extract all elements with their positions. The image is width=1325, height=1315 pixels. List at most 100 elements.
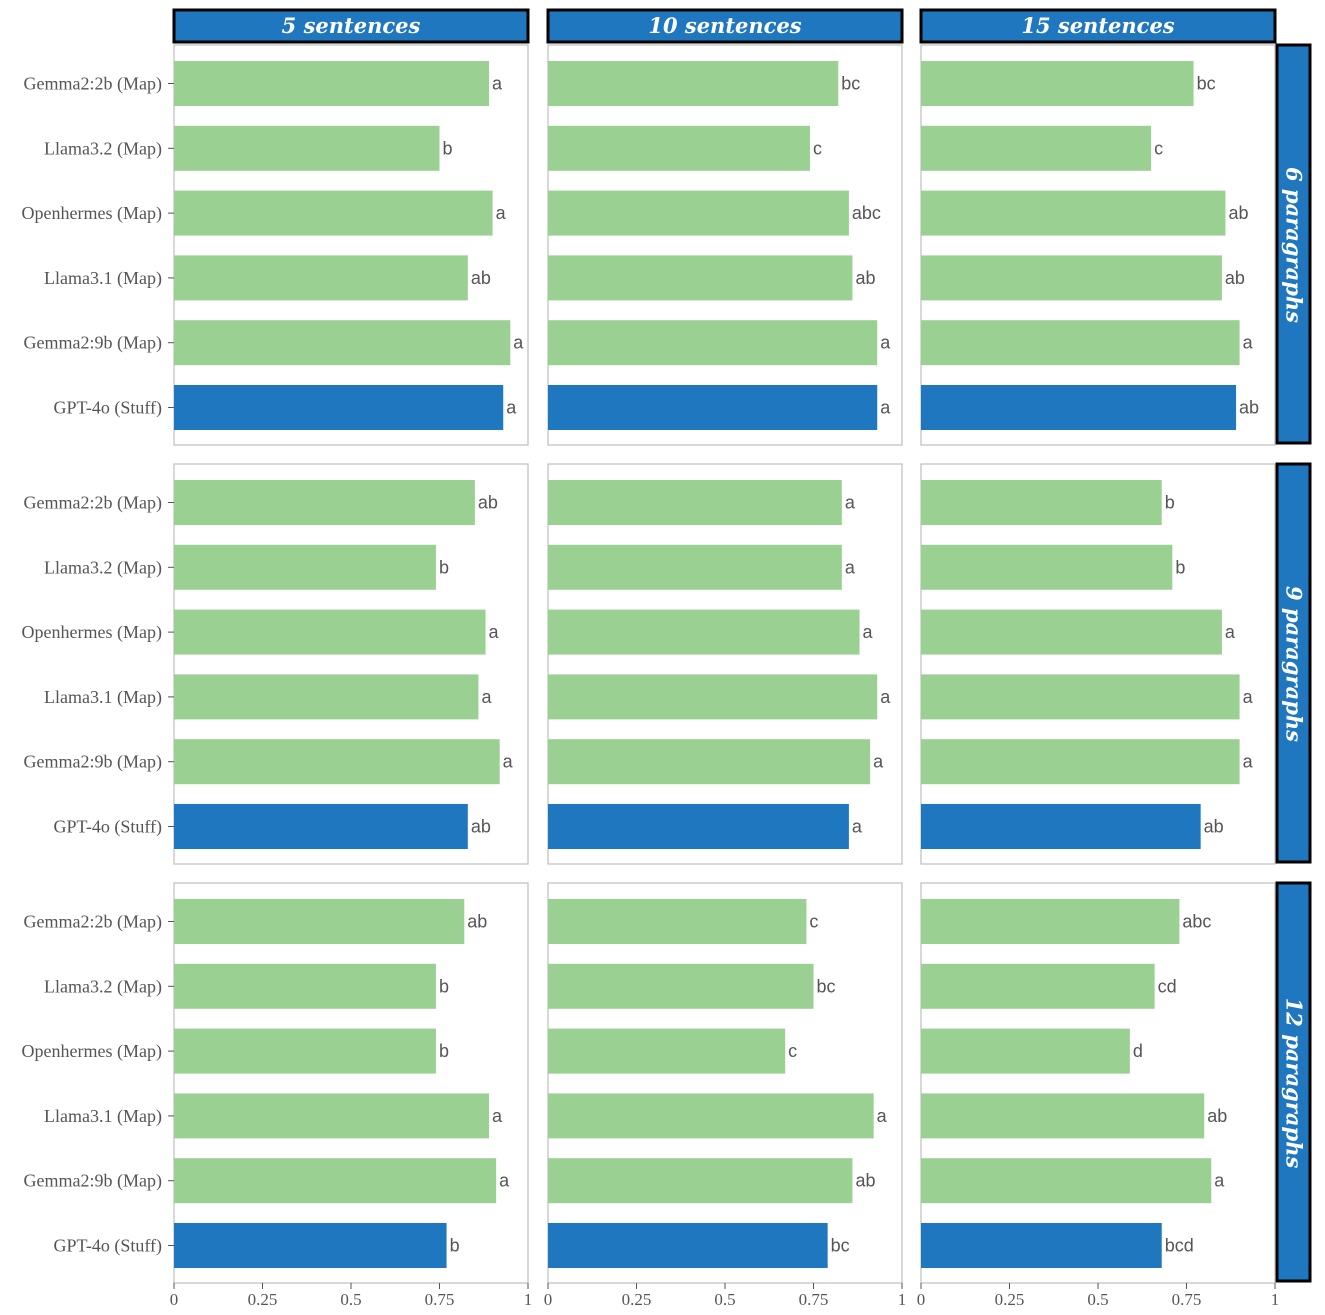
bar [548, 255, 853, 301]
panel-frame [547, 44, 903, 446]
bar [548, 963, 814, 1009]
bar-significance-label: a [489, 622, 500, 642]
bar [548, 320, 878, 366]
bar-significance-label: bc [841, 74, 860, 94]
bar-significance-label: ab [1207, 1106, 1227, 1126]
bar-significance-label: a [481, 687, 492, 707]
x-tick-label: 0.25 [622, 1290, 652, 1309]
row-strip [1275, 881, 1312, 1283]
column-strip [546, 8, 904, 44]
bar [174, 125, 440, 171]
y-tick-label: Gemma2:9b (Map) [24, 333, 162, 354]
bar [174, 544, 436, 590]
bar-significance-label: d [1133, 1041, 1143, 1061]
bar-significance-label: b [1175, 557, 1185, 577]
row-strip [1275, 43, 1312, 445]
row-strip-label: 9 paragraphs [1282, 586, 1307, 742]
x-tick-label: 0.5 [1087, 1290, 1108, 1309]
bar [174, 899, 465, 944]
bar [174, 480, 475, 525]
bar [921, 674, 1240, 720]
bar-significance-label: c [809, 912, 818, 932]
bar-significance-label: ab [1239, 398, 1259, 418]
column-strip-label: 5 sentences [282, 13, 421, 38]
bar [921, 61, 1194, 106]
bar [921, 1028, 1130, 1074]
bar-significance-label: a [499, 1171, 510, 1191]
bar-significance-label: abc [852, 203, 881, 223]
bar-significance-label: b [1165, 493, 1175, 513]
bar [174, 1223, 447, 1268]
bar [174, 1158, 497, 1204]
y-tick-label: Llama3.1 (Map) [44, 268, 162, 289]
bar-significance-label: ab [1204, 817, 1224, 837]
bar-significance-label: ab [471, 817, 491, 837]
bar [174, 609, 486, 655]
y-tick-label: Llama3.2 (Map) [44, 976, 162, 997]
bar-significance-label: a [873, 752, 884, 772]
bar-significance-label: ab [471, 268, 491, 288]
bar-significance-label: a [506, 398, 517, 418]
x-tick-label: 1 [524, 1290, 533, 1309]
bar-significance-label: bc [817, 976, 836, 996]
x-tick-label: 0.75 [1172, 1290, 1202, 1309]
bar [548, 1223, 828, 1268]
bar [174, 963, 436, 1009]
bar-significance-label: a [1243, 687, 1254, 707]
bar-significance-label: a [496, 203, 507, 223]
bar [548, 1093, 874, 1139]
panel-frame [173, 44, 529, 446]
bar-significance-label: a [492, 1106, 503, 1126]
bar [921, 899, 1180, 944]
bar [548, 125, 810, 171]
bar [548, 544, 842, 590]
x-tick-label: 0 [170, 1290, 179, 1309]
bar-significance-label: b [450, 1236, 460, 1256]
row-strip-label: 6 paragraphs [1282, 167, 1307, 323]
bar-significance-label: c [788, 1041, 797, 1061]
bar [548, 609, 860, 655]
bar-significance-label: a [513, 333, 524, 353]
bar-significance-label: b [439, 557, 449, 577]
x-tick-label: 1 [898, 1290, 907, 1309]
y-tick-label: GPT-4o (Stuff) [53, 1236, 162, 1257]
bar [548, 190, 849, 236]
bar [174, 385, 504, 430]
bar [174, 61, 490, 106]
bar [921, 739, 1240, 785]
x-tick-label: 0.25 [248, 1290, 278, 1309]
panel-frame [920, 882, 1276, 1284]
panel-frame [547, 882, 903, 1284]
bar-significance-label: c [1154, 138, 1163, 158]
bar [174, 255, 468, 301]
bar [174, 320, 511, 366]
column-strip-label: 15 sentences [1021, 13, 1174, 38]
bar [921, 320, 1240, 366]
x-tick-label: 0 [917, 1290, 926, 1309]
bar-significance-label: a [503, 752, 514, 772]
bar [921, 1093, 1205, 1139]
bar-significance-label: a [880, 398, 891, 418]
bar [921, 480, 1162, 525]
bar [921, 609, 1222, 655]
y-tick-label: Openhermes (Map) [22, 1041, 162, 1062]
bar-significance-label: a [880, 333, 891, 353]
column-strip [172, 8, 530, 44]
y-tick-label: Openhermes (Map) [22, 203, 162, 224]
bar [174, 190, 493, 236]
panel-frame [173, 463, 529, 865]
bar [548, 1028, 786, 1074]
y-tick-label: Gemma2:2b (Map) [24, 493, 162, 514]
bar-significance-label: ab [855, 1171, 875, 1191]
y-tick-label: Llama3.1 (Map) [44, 687, 162, 708]
column-strip-label: 10 sentences [648, 13, 801, 38]
bar-significance-label: cd [1158, 976, 1177, 996]
bar-significance-label: a [845, 493, 856, 513]
panel-frame [547, 463, 903, 865]
x-tick-label: 0.5 [340, 1290, 361, 1309]
x-tick-label: 0.75 [799, 1290, 829, 1309]
bar-significance-label: bc [1197, 74, 1216, 94]
bar [921, 255, 1222, 301]
bar [548, 804, 849, 849]
